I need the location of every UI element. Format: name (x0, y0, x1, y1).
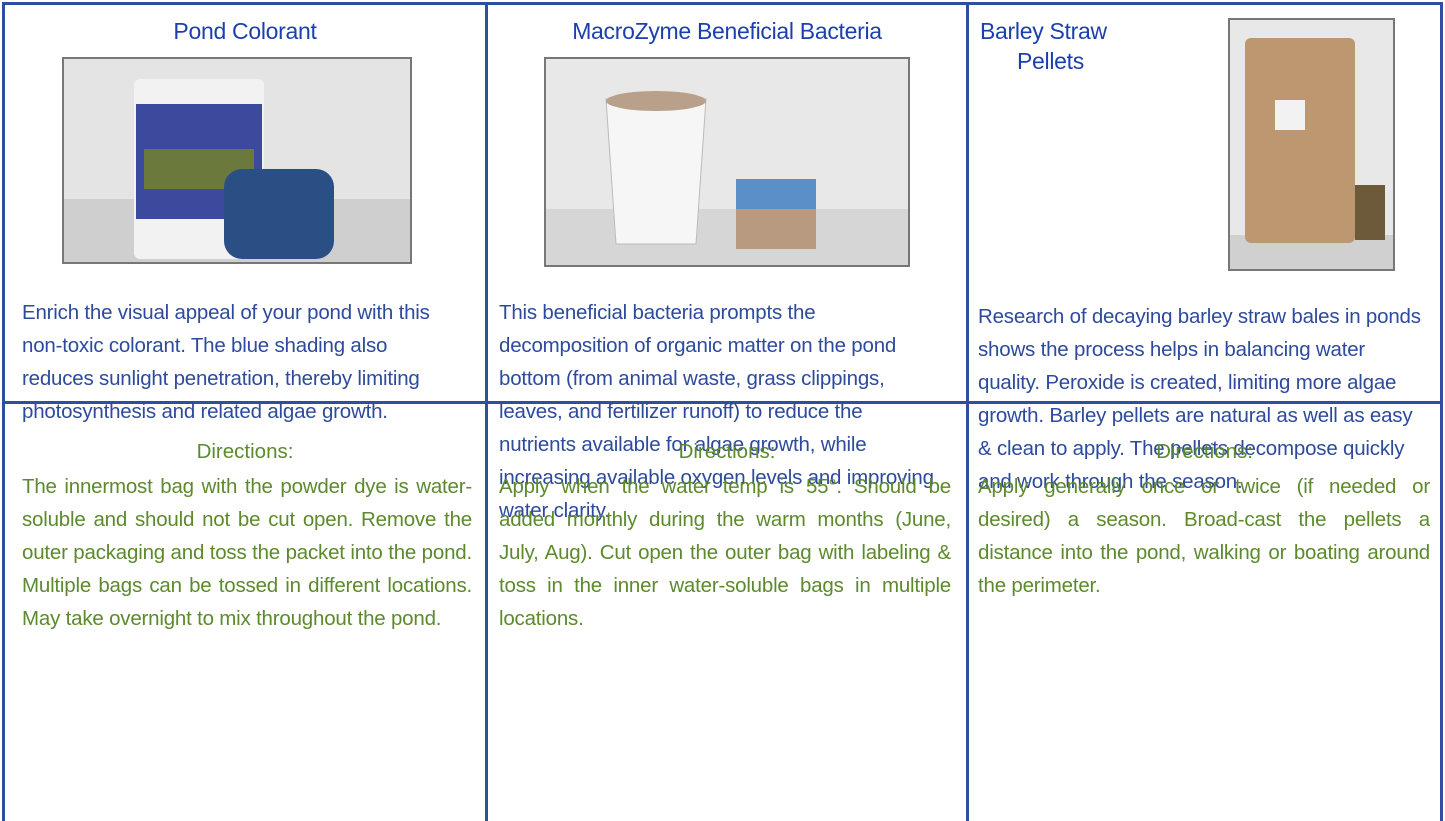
column-divider (485, 2, 488, 821)
product-photo (544, 57, 910, 267)
product-title: Barley Straw Pellets (980, 16, 1180, 76)
product-table: Pond Colorant Enrich the visual appeal o… (0, 0, 1445, 821)
column-divider (966, 2, 969, 821)
title-line: Barley Straw (980, 16, 1180, 46)
border-top (2, 2, 1443, 5)
product-title: MacroZyme Beneficial Bacteria (488, 16, 966, 46)
product-description: Enrich the visual appeal of your pond wi… (22, 296, 462, 428)
directions-label: Directions: (5, 440, 485, 464)
title-line: Pellets (980, 46, 1180, 76)
product-description: Research of decaying barley straw bales … (978, 300, 1428, 498)
directions-label: Directions: (969, 440, 1440, 464)
product-photo (62, 57, 412, 264)
directions-text: Apply generally once or twice (if needed… (978, 470, 1430, 602)
border-left (2, 2, 5, 821)
photo-art (64, 59, 410, 262)
directions-text: The innermost bag with the powder dye is… (22, 470, 472, 635)
photo-art (1230, 20, 1393, 269)
product-title: Pond Colorant (5, 16, 485, 46)
directions-text: Apply when the water temp is 55°. Should… (499, 470, 951, 635)
border-right (1440, 2, 1443, 821)
product-photo (1228, 18, 1395, 271)
directions-label: Directions: (488, 440, 966, 464)
photo-art (546, 59, 908, 265)
